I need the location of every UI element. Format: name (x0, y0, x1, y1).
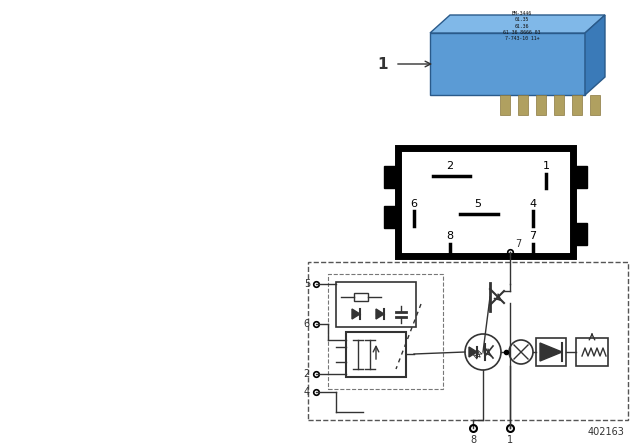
Polygon shape (376, 309, 384, 319)
Polygon shape (585, 15, 605, 95)
Text: 4: 4 (529, 199, 536, 209)
Bar (518, 95, 528, 115)
Bar (576, 338, 608, 366)
Bar (346, 332, 406, 377)
Bar (536, 338, 566, 366)
Bar (536, 95, 546, 115)
Bar (554, 95, 564, 115)
Bar (308, 262, 628, 420)
Bar (573, 223, 587, 245)
Bar (384, 166, 398, 188)
Text: 1: 1 (378, 56, 388, 72)
Text: 5: 5 (474, 199, 481, 209)
Text: BM-3446
01.35
61.36
61 36 8666 03
7-743-10 11+: BM-3446 01.35 61.36 61 36 8666 03 7-743-… (503, 11, 541, 41)
Text: 2: 2 (304, 369, 310, 379)
Text: 5: 5 (304, 279, 310, 289)
Bar (384, 206, 398, 228)
Text: 7: 7 (515, 239, 521, 249)
Text: 8: 8 (447, 231, 454, 241)
Bar (590, 95, 600, 115)
Text: 1: 1 (543, 161, 550, 171)
Bar (398, 148, 573, 256)
Bar (500, 95, 510, 115)
Polygon shape (430, 15, 605, 33)
Text: 6: 6 (304, 319, 310, 329)
Text: 6: 6 (410, 199, 417, 209)
Text: 4: 4 (304, 387, 310, 397)
Polygon shape (469, 347, 477, 357)
Text: 402163: 402163 (587, 427, 624, 437)
Text: 8: 8 (470, 435, 476, 445)
Polygon shape (430, 33, 585, 95)
Bar (573, 166, 587, 188)
Polygon shape (352, 309, 360, 319)
Text: 7: 7 (529, 231, 536, 241)
Polygon shape (540, 343, 562, 361)
Bar (336, 282, 416, 327)
Text: 1: 1 (507, 435, 513, 445)
Bar (354, 293, 368, 301)
Bar (328, 274, 443, 389)
Text: 2: 2 (447, 161, 454, 171)
Bar (572, 95, 582, 115)
